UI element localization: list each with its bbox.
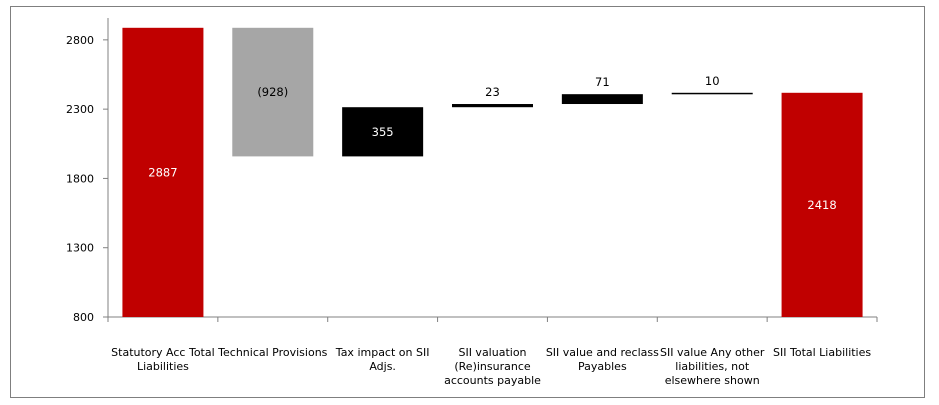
waterfall-bar <box>452 104 533 108</box>
x-category-label: Statutory Acc Total Liabilities <box>111 346 215 373</box>
y-tick-label: 2300 <box>66 103 94 116</box>
x-category-label: SII value and reclass Payables <box>546 346 659 373</box>
x-category-label: SII valuation (Re)insurance accounts payab… <box>444 346 541 387</box>
x-category-label: SII value Any other liabilities, not elsew… <box>660 346 765 387</box>
waterfall-bar <box>232 27 314 157</box>
x-category-label: Technical Provisions <box>217 346 328 359</box>
y-tick-label: 1800 <box>66 172 94 185</box>
x-category-label: Tax impact on SII Adjs. <box>335 346 430 373</box>
y-tick-label: 2800 <box>66 34 94 47</box>
waterfall-bar <box>122 27 204 318</box>
y-tick-label: 1300 <box>66 242 94 255</box>
data-label: (928) <box>257 85 288 99</box>
data-label: 71 <box>595 75 610 89</box>
data-label: 2887 <box>148 165 177 179</box>
data-label: 2418 <box>807 198 836 212</box>
waterfall-bar <box>561 94 643 105</box>
data-label: 10 <box>705 74 720 88</box>
data-label: 355 <box>372 125 394 139</box>
x-category-label: SII Total Liabilities <box>773 346 871 359</box>
waterfall-bar <box>671 92 753 95</box>
data-label: 23 <box>485 85 500 99</box>
waterfall-bar <box>781 92 863 317</box>
waterfall-bar <box>342 107 424 157</box>
y-tick-label: 800 <box>73 311 94 324</box>
